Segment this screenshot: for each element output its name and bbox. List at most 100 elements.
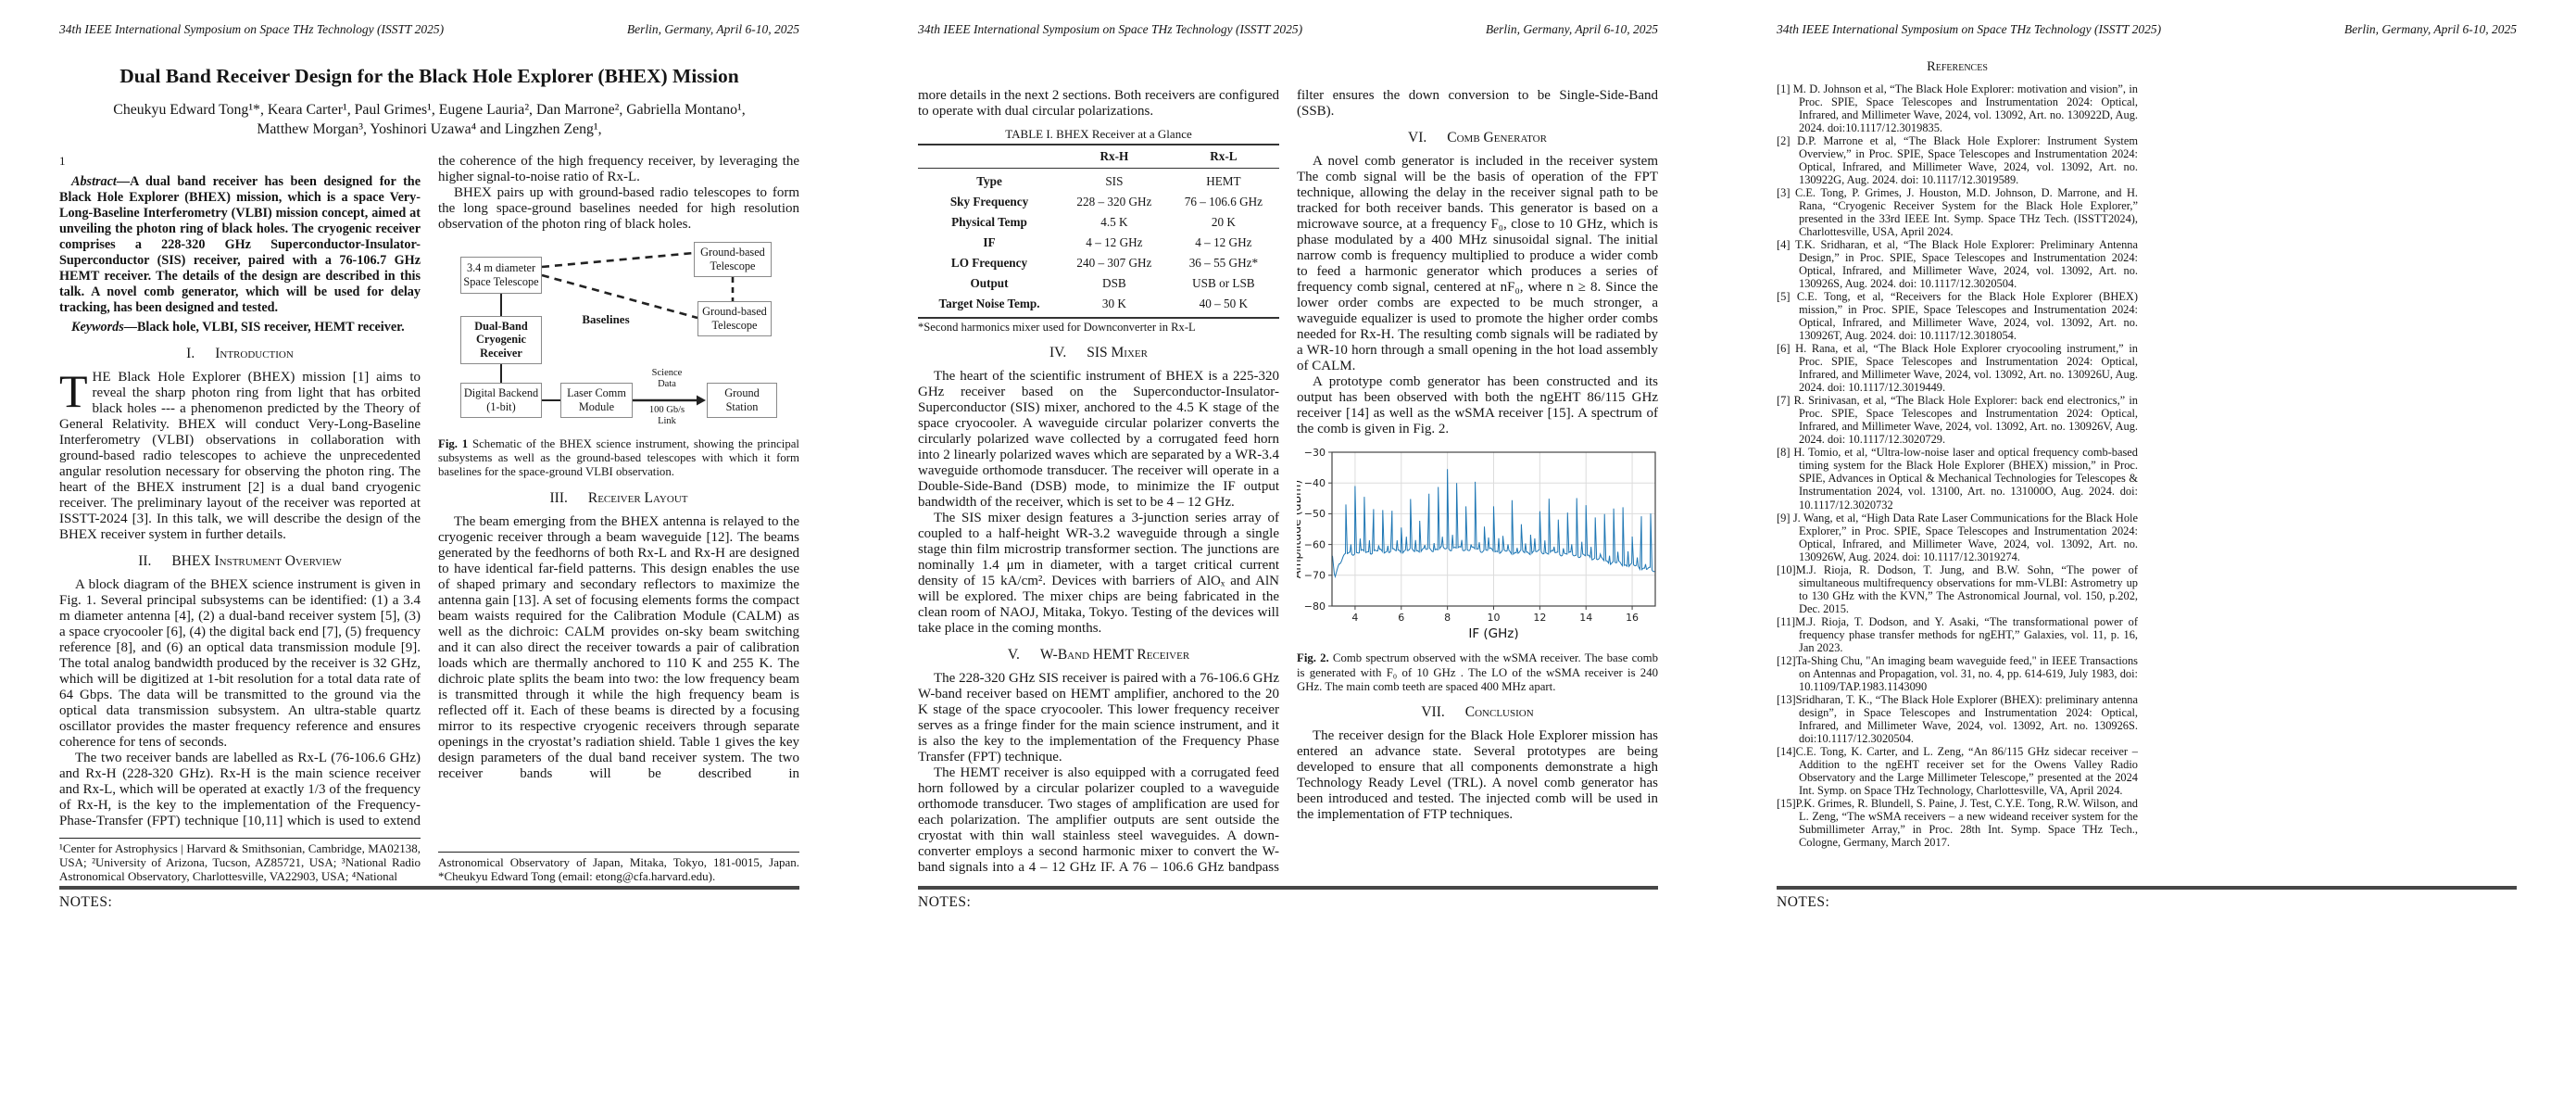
conference-title: 34th IEEE International Symposium on Spa…	[1777, 22, 2162, 36]
table-row: Target Noise Temp. 30 K 40 – 50 K	[918, 294, 1279, 320]
baselines-label: Baselines	[582, 311, 630, 326]
box-dual-band-cryogenic-receiver: Dual-Band Cryogenic Receiver	[460, 315, 542, 364]
section-heading-hemt-receiver: V. W-Band HEMT Receiver	[1007, 647, 1190, 663]
section-heading-sis-mixer: IV. SIS Mixer	[1049, 345, 1148, 361]
box-ground-station: Ground Station	[707, 382, 777, 418]
page2-columns: more details in the next 2 sections. Bot…	[918, 88, 1658, 904]
svg-text:14: 14	[1579, 612, 1592, 624]
conference-location-date: Berlin, Germany, April 6-10, 2025	[2344, 22, 2517, 36]
notes-area: NOTES:	[59, 886, 799, 911]
section-heading-instrument-overview: II. BHEX Instrument Overview	[138, 553, 342, 570]
reference-item: [14]C.E. Tong, K. Carter, and L. Zeng, “…	[1777, 744, 2138, 797]
keywords: Keywords—Black hole, VLBI, SIS receiver,…	[59, 320, 421, 335]
svg-text:IF (GHz): IF (GHz)	[1468, 626, 1518, 641]
svg-text:10: 10	[1488, 612, 1501, 624]
footnote-rule	[438, 851, 799, 853]
page3-right-column	[2155, 46, 2517, 880]
section-heading-comb-generator: VI. Comb Generator	[1408, 130, 1547, 146]
reference-item: [13]Sridharan, T. K., “The Black Hole Ex…	[1777, 692, 2138, 745]
conference-location-date: Berlin, Germany, April 6-10, 2025	[1485, 22, 1658, 36]
overview-paragraph-2: The two receiver bands are labelled as R…	[59, 751, 421, 829]
reference-item: [8] H. Tomio, et al, “Ultra-low-noise la…	[1777, 446, 2138, 512]
affiliations-footnote: ¹Center for Astrophysics | Harvard & Smi…	[59, 840, 421, 884]
notes-rule	[1777, 886, 2517, 890]
svg-text:Amplitude (dBm): Amplitude (dBm)	[1297, 480, 1303, 578]
keywords-text: —Black hole, VLBI, SIS receiver, HEMT re…	[123, 319, 405, 335]
table1-header-row: Rx-H Rx-L	[918, 144, 1279, 170]
conclusion-paragraph: The receiver design for the Black Hole E…	[1297, 728, 1658, 823]
sis-paragraph-2: The SIS mixer design features a 3-juncti…	[918, 511, 1279, 637]
abstract-text: —A dual band receiver has been designed …	[59, 173, 421, 315]
box-ground-based-telescope-2: Ground-based Telescope	[697, 300, 772, 336]
reference-item: [10]M.J. Rioja, R. Dodson, T. Jung, and …	[1777, 562, 2138, 615]
sis-paragraph-1: The heart of the scientific instrument o…	[918, 369, 1279, 511]
introduction-paragraph: T HE Black Hole Explorer (BHEX) mission […	[59, 364, 421, 543]
references-heading: References	[1927, 59, 1988, 74]
table-row: Type SIS HEMT	[976, 174, 1241, 189]
reference-item: [4] T.K. Sridharan, et al, “The Black Ho…	[1777, 238, 2138, 291]
svg-text:−40: −40	[1304, 477, 1326, 489]
affiliations-footnote-block: ¹Center for Astrophysics | Harvard & Smi…	[59, 837, 421, 884]
conference-location-date: Berlin, Germany, April 6-10, 2025	[626, 22, 799, 36]
box-laser-comm-module: Laser Comm Module	[560, 382, 633, 418]
svg-text:−30: −30	[1304, 447, 1326, 459]
svg-text:8: 8	[1444, 612, 1451, 624]
running-head: 34th IEEE International Symposium on Spa…	[1777, 22, 2517, 37]
page1-columns: 1 Abstract—A dual band receiver has been…	[59, 154, 799, 884]
reference-item: [9] J. Wang, et al, “High Data Rate Lase…	[1777, 511, 2138, 563]
footnote-rule	[59, 837, 421, 839]
science-data-label: Science Data	[651, 367, 683, 390]
diagram-connectors	[500, 251, 735, 406]
fig2-caption: Fig. 2. Comb spectrum observed with the …	[1297, 651, 1658, 693]
box-digital-backend: Digital Backend (1-bit)	[460, 382, 542, 418]
bhex-block-diagram: 3.4 m diameter Space Telescope Dual-Band…	[438, 241, 799, 432]
section-heading-receiver-layout: III. Receiver Layout	[549, 489, 688, 506]
notes-area: NOTES:	[918, 886, 1658, 911]
keywords-label: Keywords	[71, 319, 124, 335]
section-heading-conclusion: VII. Conclusion	[1421, 704, 1534, 721]
stray-mark: 1	[59, 153, 66, 168]
table-row: Sky Frequency 228 – 320 GHz 76 – 106.6 GHz	[949, 195, 1263, 209]
page-2: 34th IEEE International Symposium on Spa…	[859, 0, 1717, 1112]
running-head: 34th IEEE International Symposium on Spa…	[918, 22, 1658, 37]
svg-text:−80: −80	[1304, 600, 1326, 613]
continuation-paragraph: filter ensures the down conversion to be…	[1297, 88, 1658, 120]
notes-label: NOTES:	[918, 894, 972, 910]
table1-title: TABLE I. BHEX Receiver at a Glance	[1005, 127, 1192, 142]
section-heading-introduction: I. Introduction	[186, 345, 294, 361]
author-list: Cheukyu Edward Tong¹*, Keara Carter¹, Pa…	[59, 100, 799, 140]
reference-item: [1] M. D. Johnson et al, “The Black Hole…	[1777, 82, 2138, 135]
running-head: 34th IEEE International Symposium on Spa…	[59, 22, 799, 37]
link-rate-label: 100 Gb/s Link	[648, 404, 685, 427]
page3-left-column: References [1] M. D. Johnson et al, “The…	[1777, 46, 2138, 880]
overview-paragraph-1: A block diagram of the BHEX science inst…	[59, 577, 421, 751]
affiliations-footnote-continued: Astronomical Observatory of Japan, Mitak…	[438, 854, 799, 884]
reference-item: [7] R. Srinivasan, et al, “The Black Hol…	[1777, 394, 2138, 447]
affiliations-footnote-block-right: Astronomical Observatory of Japan, Mitak…	[438, 851, 799, 884]
comb-spectrum-plot: 4 6 8 10 12 14 16 −30 −40 −50 −60 −70 −80 IF (GHz) Amp…	[1297, 447, 1656, 641]
abstract-label: Abstract	[71, 173, 117, 189]
conference-title: 34th IEEE International Symposium on Spa…	[59, 22, 445, 36]
comb-paragraph-2: A prototype comb generator has been cons…	[1297, 374, 1658, 437]
notes-rule	[59, 886, 799, 890]
drop-cap: T	[59, 364, 88, 417]
fig2-chart: 4 6 8 10 12 14 16 −30 −40 −50 −60 −70 −80 IF (GHz) Amp…	[1297, 447, 1658, 648]
authors-line-2: Matthew Morgan³, Yoshinori Uzawa⁴ and Li…	[257, 121, 602, 138]
hemt-paragraph-2: The HEMT receiver is also equipped with …	[918, 765, 1279, 876]
page1-left-column: 1 Abstract—A dual band receiver has been…	[59, 154, 421, 884]
hemt-paragraph-1: The 228-320 GHz SIS receiver is paired w…	[918, 671, 1279, 765]
box-ground-based-telescope-1: Ground-based Telescope	[694, 241, 772, 277]
fig1-caption: Fig. 1 Schematic of the BHEX science ins…	[438, 436, 799, 479]
reference-item: [12]Ta-Shing Chu, "An imaging beam waveg…	[1777, 653, 2138, 693]
reference-item: [11]M.J. Rioja, T. Dodson, and Y. Asaki,…	[1777, 614, 2138, 654]
table-row: Physical Temp 4.5 K 20 K	[951, 215, 1236, 230]
reference-item: [15]P.K. Grimes, R. Blundell, S. Paine, …	[1777, 796, 2138, 849]
svg-text:4: 4	[1351, 612, 1358, 624]
receiver-layout-paragraph: The beam emerging from the BHEX antenna …	[438, 513, 799, 781]
reference-item: [6] H. Rana, et al, “The Black Hole Expl…	[1777, 342, 2138, 395]
reference-item: [5] C.E. Tong, et al, “Receivers for the…	[1777, 290, 2138, 343]
svg-text:6: 6	[1398, 612, 1404, 624]
page-1: 34th IEEE International Symposium on Spa…	[0, 0, 859, 1112]
notes-area: NOTES:	[1777, 886, 2517, 911]
